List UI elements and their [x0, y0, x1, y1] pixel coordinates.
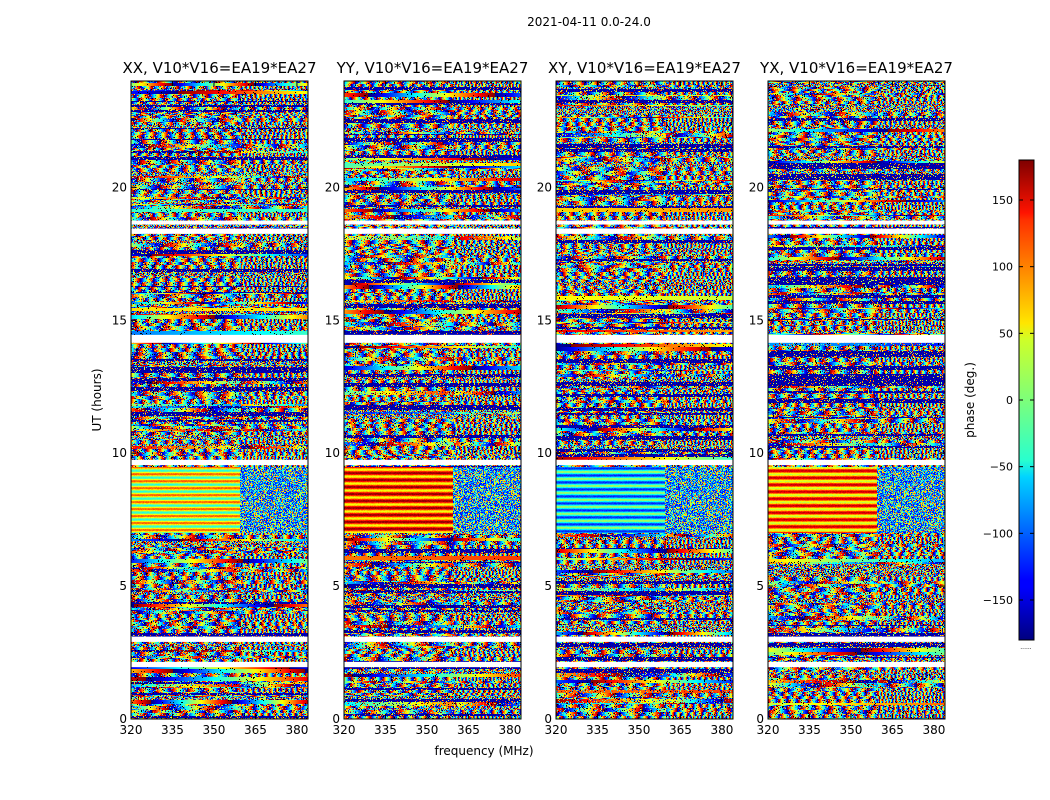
x-tick-label: 335 [161, 723, 184, 737]
x-tick-label: 380 [498, 723, 521, 737]
y-tick-label: 15 [325, 313, 340, 327]
panel-xx: XX, V10*V16=EA19*EA27 320 335 350 365 380 0 5 10… [112, 59, 317, 737]
y-tick-label: 10 [112, 446, 127, 460]
data-gap [131, 459, 308, 466]
x-tick-label: 350 [840, 723, 863, 737]
y-tick-label: 0 [332, 712, 340, 726]
data-gap [556, 459, 733, 466]
data-gap [768, 661, 945, 668]
panels-layer: XX, V10*V16=EA19*EA27 320 335 350 365 380 0 5 10… [112, 59, 953, 737]
y-tick-label: 10 [325, 446, 340, 460]
y-tick-label: 20 [537, 180, 552, 194]
colorbar-tick-label: 150 [992, 194, 1013, 207]
data-gap [344, 661, 521, 668]
colorbar-tick-label: 0 [1006, 394, 1013, 407]
panel-title: YX, V10*V16=EA19*EA27 [759, 59, 953, 77]
y-tick-label: 15 [537, 313, 552, 327]
colorbar-tick-label: −150 [983, 594, 1013, 607]
x-tick-label: 365 [881, 723, 904, 737]
x-tick-label: 380 [922, 723, 945, 737]
data-gap [768, 220, 945, 225]
data-gap [768, 459, 945, 466]
colorbar: 150 100 50 0 −50 −100 −150 phase (deg.) ...... [963, 159, 1035, 651]
x-tick-label: 320 [333, 723, 356, 737]
data-gap [556, 334, 733, 343]
panel-frame [555, 80, 734, 720]
data-gap [344, 459, 521, 466]
phase-heatmap [344, 81, 521, 719]
colorbar-label: phase (deg.) [963, 362, 977, 438]
x-tick-label: 365 [669, 723, 692, 737]
y-tick-label: 5 [544, 579, 552, 593]
data-gap [768, 636, 945, 642]
y-tick-label: 5 [332, 579, 340, 593]
data-gap [131, 636, 308, 642]
x-tick-label: 335 [798, 723, 821, 737]
x-tick-label: 365 [457, 723, 480, 737]
data-gap [344, 220, 521, 225]
panel-frame [130, 80, 309, 720]
panel-frame [767, 80, 946, 720]
y-tick-label: 0 [544, 712, 552, 726]
panel-frame [343, 80, 522, 720]
figure-suptitle: 2021-04-11 0.0-24.0 [527, 15, 651, 29]
x-tick-label: 320 [545, 723, 568, 737]
data-gap [131, 220, 308, 225]
x-tick-label: 350 [416, 723, 439, 737]
y-tick-label: 5 [756, 579, 764, 593]
colorbar-footer: ...... [1020, 644, 1032, 651]
phase-heatmap [556, 81, 733, 719]
data-gap [556, 220, 733, 225]
y-tick-label: 20 [112, 180, 127, 194]
data-gap [556, 661, 733, 668]
y-tick-label: 10 [749, 446, 764, 460]
panel-xy: XY, V10*V16=EA19*EA27 320 335 350 365 380 0 5 10… [537, 59, 741, 737]
panel-yy: YY, V10*V16=EA19*EA27 320 335 350 365 380 0 5 10… [325, 59, 529, 737]
panel-title: XX, V10*V16=EA19*EA27 [122, 59, 316, 77]
panel-yx: YX, V10*V16=EA19*EA27 320 335 350 365 380 0 5 10… [749, 59, 953, 737]
y-tick-label: 10 [537, 446, 552, 460]
phase-heatmap [131, 81, 308, 719]
data-gap [556, 636, 733, 642]
x-tick-label: 380 [710, 723, 733, 737]
y-tick-label: 20 [325, 180, 340, 194]
x-tick-label: 320 [757, 723, 780, 737]
x-tick-label: 335 [374, 723, 397, 737]
panel-title: YY, V10*V16=EA19*EA27 [336, 59, 529, 77]
phase-heatmap [768, 81, 945, 719]
data-gap [131, 661, 308, 668]
y-tick-label: 15 [112, 313, 127, 327]
y-axis-label: UT (hours) [90, 368, 104, 431]
data-gap [556, 228, 733, 234]
data-gap [344, 228, 521, 234]
x-tick-label: 350 [203, 723, 226, 737]
y-tick-label: 5 [119, 579, 127, 593]
data-gap [768, 228, 945, 234]
y-tick-label: 0 [756, 712, 764, 726]
colorbar-tick-label: 100 [992, 261, 1013, 274]
y-tick-label: 0 [119, 712, 127, 726]
x-axis-label: frequency (MHz) [434, 744, 533, 758]
x-tick-label: 365 [244, 723, 267, 737]
panel-title: XY, V10*V16=EA19*EA27 [548, 59, 741, 77]
y-tick-label: 15 [749, 313, 764, 327]
data-gap [131, 334, 308, 343]
colorbar-tick-label: −100 [983, 527, 1013, 540]
data-gap [768, 334, 945, 343]
x-tick-label: 380 [285, 723, 308, 737]
data-gap [344, 636, 521, 642]
x-tick-label: 320 [120, 723, 143, 737]
colorbar-tick-label: −50 [990, 461, 1013, 474]
y-tick-label: 20 [749, 180, 764, 194]
x-tick-label: 335 [586, 723, 609, 737]
colorbar-tick-label: 50 [999, 327, 1013, 340]
x-tick-label: 350 [628, 723, 651, 737]
data-gap [344, 334, 521, 343]
data-gap [131, 228, 308, 234]
colorbar-ticks: 150 100 50 0 −50 −100 −150 [983, 194, 1034, 607]
